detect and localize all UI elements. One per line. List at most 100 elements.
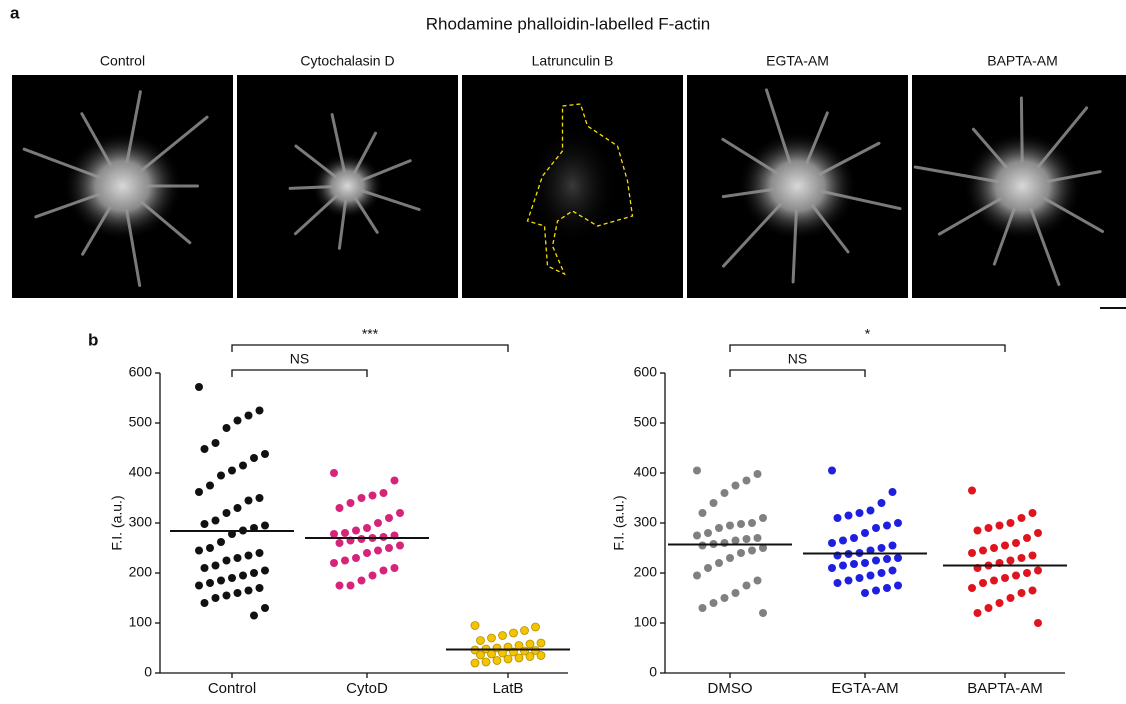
filopodium (125, 90, 142, 163)
data-point (984, 524, 993, 532)
data-point (753, 534, 762, 542)
data-point (1017, 514, 1026, 522)
data-point (250, 611, 258, 620)
filopodium (820, 189, 902, 211)
data-point (509, 628, 518, 638)
data-point (206, 579, 214, 587)
data-point (352, 554, 360, 562)
significance-bracket (231, 369, 368, 377)
significance-label: NS (290, 351, 309, 367)
filopodium (764, 88, 792, 164)
data-point (341, 556, 349, 565)
data-point (888, 566, 897, 575)
data-point (861, 529, 869, 537)
data-point (990, 544, 998, 552)
data-point (390, 564, 399, 572)
y-tick-label: 400 (634, 464, 658, 480)
y-tick-label: 500 (129, 414, 153, 430)
data-point (233, 554, 242, 562)
data-point (200, 520, 209, 528)
filopodium (722, 202, 783, 268)
y-tick-label: 200 (129, 564, 153, 580)
y-tick-label: 400 (129, 464, 153, 480)
image-label: EGTA-AM (766, 53, 829, 69)
data-point (833, 579, 842, 587)
data-point (866, 506, 875, 515)
data-point (709, 499, 718, 507)
data-point (525, 652, 535, 661)
data-point (698, 509, 707, 517)
data-point (1028, 551, 1037, 560)
filopodium (140, 200, 192, 245)
filopodium (22, 147, 101, 179)
data-point (330, 469, 338, 477)
data-point (973, 526, 982, 535)
data-point (239, 461, 247, 470)
data-point (222, 556, 231, 565)
data-point (759, 609, 767, 617)
data-point (850, 560, 858, 568)
data-point (731, 536, 740, 545)
filopodium (811, 204, 850, 254)
data-point (217, 576, 225, 585)
data-point (1012, 539, 1020, 547)
filopodium (140, 115, 209, 172)
data-point (828, 564, 836, 572)
data-point (850, 534, 858, 542)
data-point (1006, 556, 1015, 565)
data-point (368, 491, 377, 500)
data-point (872, 524, 880, 532)
filopodium (354, 197, 379, 234)
data-point (715, 524, 723, 532)
data-point (861, 559, 869, 567)
data-point (726, 521, 734, 530)
data-point (888, 541, 897, 550)
data-point (255, 406, 264, 415)
data-point (759, 544, 767, 552)
data-point (888, 488, 897, 496)
data-point (1017, 554, 1026, 562)
filopodium (81, 206, 112, 256)
data-point (731, 589, 740, 597)
filopodium (360, 189, 421, 211)
data-point (244, 496, 253, 505)
data-point (693, 466, 701, 475)
data-point (195, 581, 203, 590)
data-point (363, 524, 371, 532)
filopodium (971, 127, 1008, 169)
data-point (244, 411, 253, 420)
data-point (335, 504, 344, 512)
significance-bracket (729, 344, 1006, 352)
data-point (1001, 541, 1009, 550)
data-point (704, 564, 712, 572)
data-point (250, 569, 258, 577)
data-point (1023, 534, 1031, 542)
data-point (855, 509, 864, 517)
data-point (352, 526, 360, 535)
data-point (255, 584, 264, 592)
filopodium (1036, 106, 1089, 169)
data-point (330, 559, 338, 567)
panel-title: Rhodamine phalloidin-labelled F-actin (426, 14, 710, 33)
data-point (894, 519, 902, 527)
data-point (396, 541, 404, 550)
data-point (1001, 574, 1009, 582)
filopodium (1042, 196, 1104, 233)
data-point (698, 604, 707, 612)
x-tick-label: EGTA-AM (831, 680, 898, 697)
data-point (239, 571, 247, 580)
data-point (883, 555, 891, 563)
data-point (1023, 569, 1031, 577)
data-point (731, 481, 740, 490)
data-point (250, 454, 258, 462)
data-point (839, 536, 847, 545)
data-point (211, 561, 220, 570)
filopodium (294, 144, 338, 179)
y-tick-label: 600 (129, 364, 153, 380)
data-point (255, 494, 264, 502)
x-tick-label: DMSO (708, 680, 753, 697)
data-point (233, 416, 242, 425)
cell (527, 126, 618, 246)
panel-label: b (88, 330, 98, 349)
data-point (877, 544, 886, 552)
